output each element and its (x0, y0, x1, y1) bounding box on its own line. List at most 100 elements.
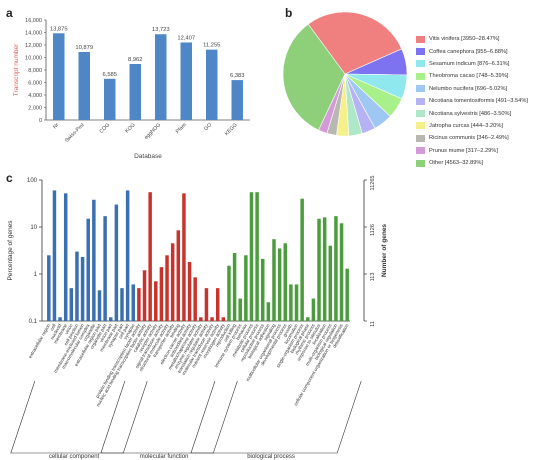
y-tick-label: 14,000 (25, 31, 42, 37)
go-bar (328, 245, 333, 321)
legend-item: Coffea canephora [955–6.88%] (416, 45, 528, 57)
legend-item: Prunus mume [317–2.29%] (416, 145, 528, 157)
bar-value-label: 13,875 (50, 26, 68, 32)
legend-label: Vitis vinifera [3950–28.47%] (429, 36, 500, 43)
pie-slice (318, 73, 346, 134)
go-bar (170, 243, 175, 321)
right-tick-label: 113 (370, 273, 376, 282)
y-tick-label: 4,000 (28, 93, 42, 99)
go-bar (176, 230, 181, 321)
pie-slice (307, 11, 403, 75)
group-label: cellular component (49, 454, 100, 460)
go-bar (80, 256, 85, 321)
go-bar (294, 284, 299, 321)
go-bar (86, 218, 90, 321)
left-tick-label: 0.1 (29, 319, 38, 325)
bar-chart-transcripts: 0 2,000 4,000 6,000 8,000 10,000 12,000 14,000 1… (13, 18, 250, 160)
go-bar (47, 255, 51, 321)
legend-item: Vitis vinifera [3950–28.47%] (416, 33, 528, 45)
go-bar (322, 217, 327, 321)
go-bar (58, 317, 62, 321)
group-bracket (10, 380, 148, 454)
go-bar (277, 248, 282, 321)
legend-swatch (416, 147, 425, 155)
left-tick-label: 100 (27, 178, 38, 184)
go-bar (339, 223, 344, 321)
x-tick-label: Swiss-Prot (64, 122, 86, 144)
legend-label: Jatropha curcas [444–3.20%] (429, 122, 503, 129)
legend-swatch (416, 122, 425, 130)
go-bar (311, 298, 316, 321)
go-bar (165, 255, 169, 321)
go-term-label: growth (282, 323, 293, 338)
pie-legend: Vitis vinifera [3950–28.47%] Coffea canep… (416, 33, 528, 169)
legend-swatch (416, 134, 425, 142)
legend-label: Ricinus communis [346–2.49%] (429, 135, 509, 142)
legend-label: Nelumbo nucifera [696–5.02%] (429, 85, 508, 92)
bar-value-label: 12,407 (177, 35, 195, 41)
group-bracket (190, 380, 362, 454)
go-bar (199, 317, 203, 321)
legend-swatch (416, 85, 425, 93)
go-bar (221, 317, 226, 321)
y-tick-label: 12,000 (25, 43, 42, 49)
go-bar (52, 190, 57, 321)
go-bar (227, 265, 231, 321)
x-tick-label: eggNOG (143, 122, 162, 141)
x-tick-label: Pfam (175, 122, 188, 135)
left-tick-label: 1 (34, 272, 38, 278)
group-bracket (100, 380, 238, 454)
panel-label-a: a (6, 6, 13, 20)
go-term-label: binding (169, 323, 181, 339)
legend-swatch (416, 97, 425, 105)
legend-swatch (416, 60, 425, 68)
go-bar (92, 199, 96, 321)
y-tick-label: 2,000 (28, 106, 42, 112)
x-axis-title: Database (134, 153, 162, 160)
x-tick-label: KEGG (224, 122, 239, 137)
go-bar (249, 192, 254, 321)
pie-slice (282, 23, 346, 131)
go-bar (187, 262, 192, 321)
y-tick-label: 16,000 (25, 18, 42, 24)
legend-item: Nicotiana sylvestris [486–3.50%] (416, 107, 528, 119)
go-bar (204, 288, 209, 321)
left-axis-title: Percentage of genes (7, 220, 14, 281)
legend-swatch (416, 35, 425, 43)
go-bar (137, 288, 141, 321)
legend-label: Coffea canephora [955–6.88%] (429, 48, 508, 55)
go-term-label: virion (64, 323, 74, 335)
group-label: molecular function (140, 454, 189, 460)
go-bar (334, 216, 338, 321)
right-axis-title: Number of genes (381, 224, 388, 277)
legend-swatch (416, 159, 425, 167)
go-bar (131, 284, 136, 321)
go-bar (289, 284, 293, 321)
legend-item: Nicotiana tomentosiformis [491–3.54%] (416, 95, 528, 107)
bar-kog (129, 63, 141, 120)
go-bar (272, 239, 276, 321)
go-bar (193, 277, 197, 321)
right-tick-label: 11265 (370, 176, 376, 191)
legend-label: Other [4563–32.89%] (429, 160, 484, 167)
go-bar (148, 192, 152, 321)
go-bar (266, 302, 271, 321)
bar-value-label: 13,723 (152, 27, 170, 33)
legend-swatch (416, 110, 425, 118)
go-bar (114, 204, 119, 321)
go-bar (300, 198, 304, 321)
x-tick-label: KOG (124, 122, 136, 134)
go-bar (75, 251, 79, 321)
legend-item: Ricinus communis [346–2.49%] (416, 132, 528, 144)
go-bar (283, 243, 288, 321)
go-bar (103, 216, 107, 321)
bar-value-label: 6,383 (230, 73, 245, 79)
go-bar (238, 298, 242, 321)
go-bar (232, 252, 237, 321)
go-bar (215, 288, 220, 321)
go-bar (182, 193, 186, 321)
go-bar (120, 288, 124, 321)
bar-eggnog (155, 34, 167, 121)
y-tick-label: 8,000 (28, 68, 42, 74)
